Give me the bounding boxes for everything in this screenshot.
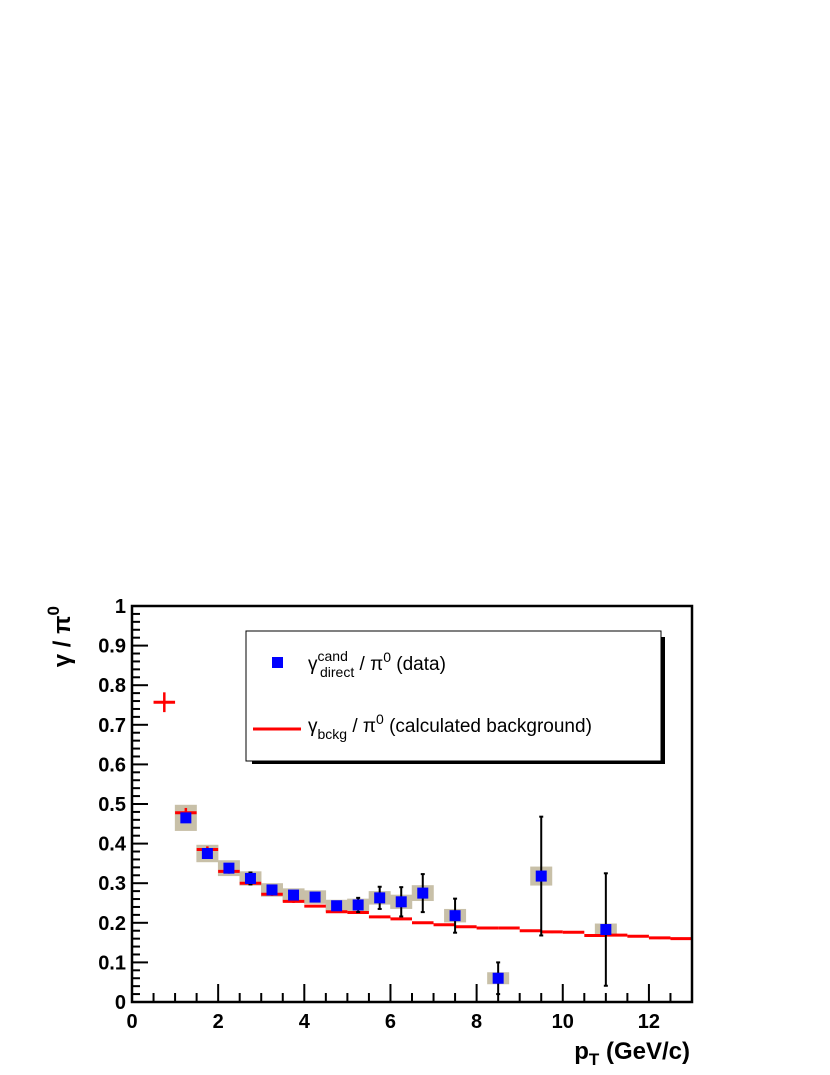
y-tick-label: 0.2: [98, 913, 126, 935]
x-tick-label: 6: [385, 1011, 396, 1033]
legend-bkg-main: γ: [308, 716, 318, 737]
legend-data-rest: / π: [354, 654, 383, 675]
legend-bkg-rest-sup: 0: [376, 711, 384, 727]
data-point: [244, 872, 256, 884]
x-axis-title-sub: T: [589, 1050, 600, 1069]
x-tick-label: 12: [638, 1011, 660, 1033]
data-point: [449, 910, 461, 922]
data-error-bars: [248, 815, 608, 996]
data-point: [266, 884, 278, 896]
legend: γcand direct / π0 (data) γbckg / π0 (calc…: [245, 630, 665, 764]
legend-box: [245, 630, 662, 762]
legend-bkg-rest: / π: [347, 716, 376, 737]
y-axis-title: γ / π0: [44, 606, 76, 667]
y-tick-label: 0.3: [98, 873, 126, 895]
legend-entry-background: γbckg / π0 (calculated background): [308, 711, 592, 742]
data-point: [309, 891, 321, 903]
y-tick-label: 0.1: [98, 952, 126, 974]
y-tick-label: 0.4: [98, 834, 127, 856]
data-point: [535, 870, 547, 882]
axis-ticks: [131, 605, 693, 1003]
data-point: [417, 887, 429, 899]
x-axis-title-main: p: [574, 1038, 589, 1065]
data-point: [395, 896, 407, 908]
x-tick-label: 10: [552, 1011, 574, 1033]
legend-data-sup: cand: [318, 648, 348, 664]
y-axis-title-sup: 0: [44, 606, 63, 615]
x-tick-label: 4: [299, 1011, 311, 1033]
data-point: [600, 924, 612, 936]
y-tick-label: 0: [115, 992, 126, 1014]
legend-bkg-sub: bckg: [318, 726, 348, 742]
data-point: [331, 900, 343, 912]
y-tick-label: 0.7: [98, 715, 126, 737]
y-tick-label: 1: [115, 596, 126, 618]
x-axis-title: pT (GeV/c): [574, 1038, 690, 1069]
x-tick-label: 0: [126, 1011, 137, 1033]
legend-marker-data: [272, 657, 283, 668]
x-tick-label: 8: [471, 1011, 482, 1033]
legend-data-rest-sup: 0: [383, 649, 391, 665]
data-point: [352, 899, 364, 911]
y-tick-label: 0.8: [98, 675, 126, 697]
data-series: [180, 812, 612, 984]
legend-data-sub: direct: [320, 664, 354, 680]
data-point: [492, 972, 504, 984]
y-tick-labels: 0 0.1 0.2 0.3 0.4 0.5 0.6 0.7 0.8 0.9 1: [98, 596, 127, 1014]
data-point: [201, 848, 213, 859]
legend-data-tail: (data): [391, 654, 446, 675]
y-tick-label: 0.9: [98, 636, 126, 658]
systematic-uncertainty-boxes: [174, 804, 617, 985]
legend-bkg-tail: (calculated background): [384, 716, 592, 737]
y-tick-label: 0.5: [98, 794, 126, 816]
data-point: [374, 892, 386, 904]
legend-data-main: γ: [308, 654, 318, 675]
y-axis-title-main: γ / π: [49, 615, 76, 667]
x-tick-labels: 0 2 4 6 8 10 12: [126, 1011, 660, 1033]
data-point: [223, 862, 235, 874]
legend-entry-data: γcand direct / π0 (data): [308, 648, 446, 680]
y-tick-label: 0.6: [98, 754, 126, 776]
data-point: [288, 889, 300, 901]
x-axis-title-unit: (GeV/c): [599, 1038, 690, 1065]
x-tick-label: 2: [213, 1011, 224, 1033]
data-point: [180, 812, 192, 824]
